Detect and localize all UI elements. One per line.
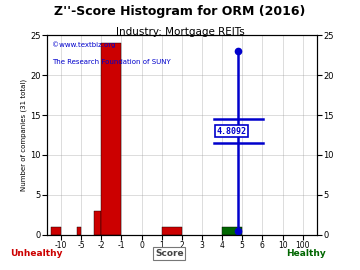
Text: The Research Foundation of SUNY: The Research Foundation of SUNY [52,59,171,65]
Text: Industry: Mortgage REITs: Industry: Mortgage REITs [116,27,244,37]
Text: ©www.textbiz.org: ©www.textbiz.org [52,41,116,48]
Text: Z''-Score Histogram for ORM (2016): Z''-Score Histogram for ORM (2016) [54,5,306,18]
Bar [162,227,182,235]
Text: 4.8092: 4.8092 [216,127,246,136]
Text: Unhealthy: Unhealthy [10,249,62,258]
Text: Healthy: Healthy [286,249,326,258]
Bar [101,43,121,235]
Bar [77,227,81,235]
Bar [51,227,61,235]
Bar [222,227,242,235]
Text: Score: Score [155,249,184,258]
Y-axis label: Number of companies (31 total): Number of companies (31 total) [21,79,27,191]
Bar [94,211,101,235]
